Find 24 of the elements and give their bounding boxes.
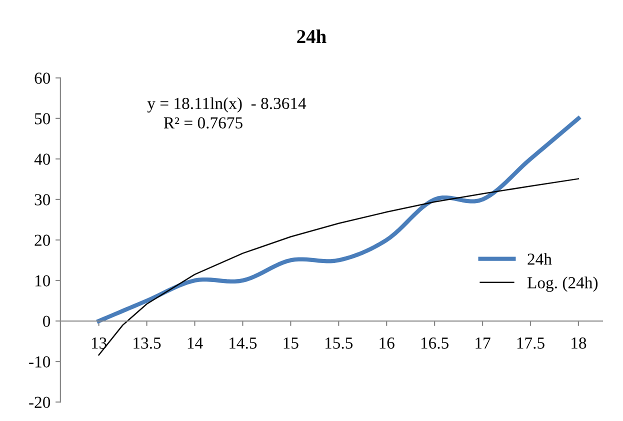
legend-label: 24h: [528, 253, 552, 265]
x-tick-label: 14: [188, 338, 203, 349]
y-tick-label: 40: [34, 154, 50, 165]
x-tick-label: 16: [380, 338, 394, 349]
y-tick-label: 60: [34, 72, 50, 84]
y-tick-label: 10: [36, 275, 50, 286]
y-tick-label: 20: [34, 234, 50, 246]
x-tick-label: 18: [572, 337, 586, 349]
x-tick-label: 16.5: [421, 338, 448, 349]
x-tick-label: 14.5: [230, 338, 257, 349]
annotation: R² = 0.7675: [164, 117, 242, 129]
annotation: y = 18.11ln(x) - 8.3614: [147, 97, 306, 112]
x-tick-label: 15.5: [326, 338, 353, 349]
chart-title: 24h: [297, 29, 326, 43]
x-tick-label: 17: [476, 338, 490, 349]
x-tick-label: 17.5: [517, 338, 544, 349]
x-tick-label: 13.5: [134, 338, 161, 349]
y-tick-label: 0: [43, 316, 50, 327]
y-tick-label: 30: [34, 194, 50, 206]
x-tick-label: 15: [284, 338, 298, 349]
y-tick-label: -20: [29, 396, 50, 408]
legend-label: Log. (24h): [527, 276, 598, 292]
y-tick-label: -10: [29, 356, 50, 368]
y-tick-label: 50: [35, 113, 50, 124]
